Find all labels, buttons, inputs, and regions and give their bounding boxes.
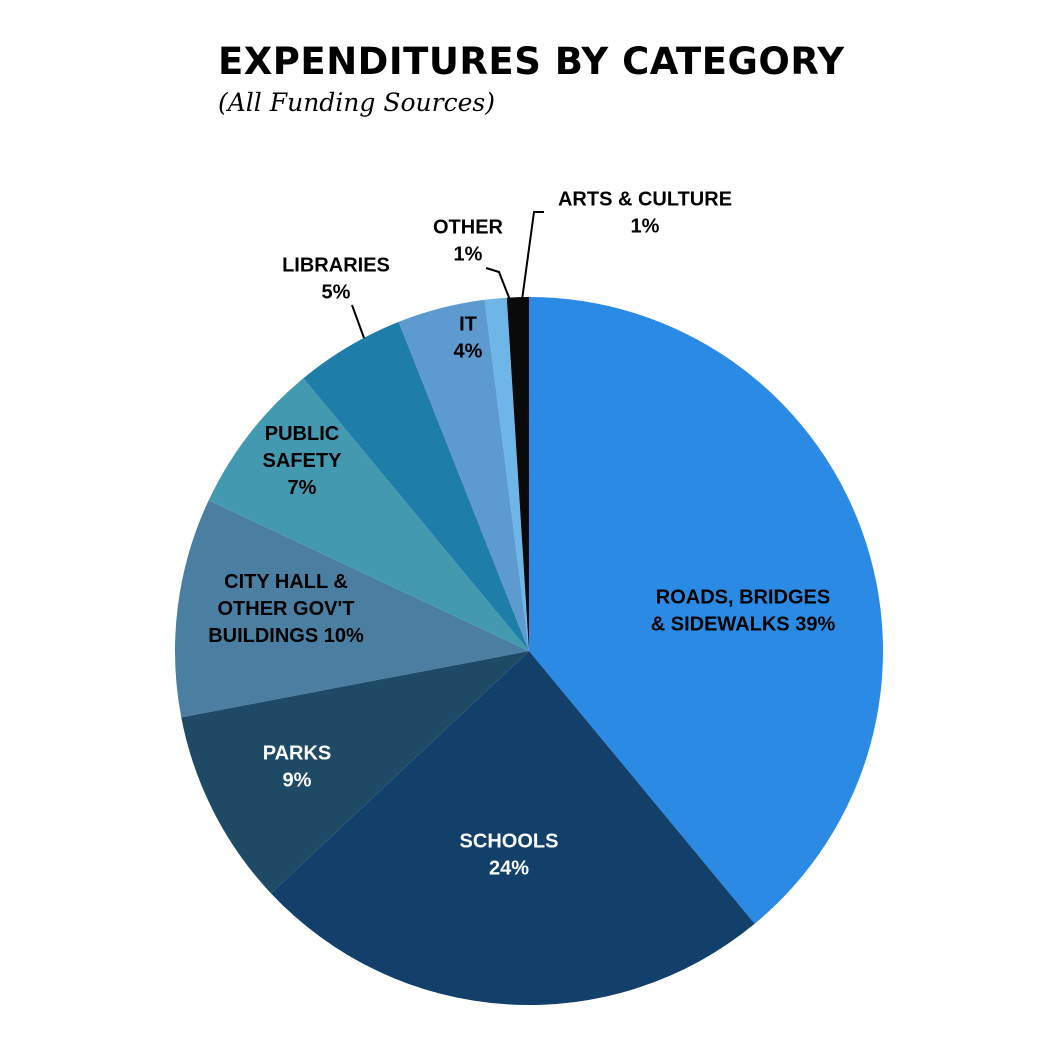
slice-label: PUBLIC SAFETY 7% [263, 423, 343, 499]
slice-label-line: PUBLIC [265, 423, 339, 445]
slice-label: ARTS & CULTURE 1% [558, 189, 732, 238]
slice-label-line: 24% [489, 858, 529, 880]
slice-label-line: BUILDINGS 10% [208, 625, 364, 647]
slice-label-line: LIBRARIES [282, 255, 390, 277]
slice-label: IT 4% [454, 314, 483, 363]
pie-slice [484, 297, 529, 651]
slice-label-line: PARKS [263, 743, 332, 765]
slice-label-line: OTHER GOV'T [218, 598, 355, 620]
slice-label-line: SAFETY [263, 450, 343, 472]
slice-label-line: ROADS, BRIDGES [656, 587, 830, 609]
slice-label: LIBRARIES 5% [282, 255, 390, 304]
slice-label-line: 7% [288, 477, 317, 499]
pie-slices [174, 297, 883, 1005]
pie-slice [181, 651, 529, 894]
pie-slice [529, 297, 883, 924]
slice-label-line: OTHER [433, 217, 504, 239]
slice-label: OTHER 1% [433, 217, 504, 266]
pie-slice [270, 651, 755, 1005]
chart-subtitle: (All Funding Sources) [218, 88, 495, 117]
slice-label-line: SCHOOLS [460, 831, 559, 853]
pie-slice [208, 378, 529, 651]
slice-label-line: & SIDEWALKS 39% [651, 614, 836, 636]
pie-slice [303, 321, 529, 651]
slice-label: ROADS, BRIDGES & SIDEWALKS 39% [651, 587, 836, 636]
slice-label-line: 5% [322, 282, 351, 304]
slice-label-line: 1% [454, 244, 483, 266]
leader-line [351, 304, 365, 339]
leader-line [485, 267, 511, 301]
slice-label-line: 1% [631, 216, 660, 238]
leader-line [521, 211, 544, 301]
slice-label: SCHOOLS 24% [460, 831, 559, 880]
chart-title: EXPENDITURES BY CATEGORY [218, 40, 845, 83]
pie-slice [506, 297, 529, 651]
slice-label: CITY HALL & OTHER GOV'T BUILDINGS 10% [208, 571, 364, 647]
pie-slice [174, 500, 529, 718]
slice-labels: ROADS, BRIDGES & SIDEWALKS 39% SCHOOLS 24% P… [208, 189, 835, 880]
slice-label-line: ARTS & CULTURE [558, 189, 732, 211]
slice-label: PARKS 9% [263, 743, 332, 792]
slice-label-line: 4% [454, 341, 483, 363]
leader-lines [351, 211, 544, 339]
slice-label-line: CITY HALL & [224, 571, 348, 593]
pie-slice [398, 299, 529, 651]
slice-label-line: 9% [283, 770, 312, 792]
slice-label-line: IT [459, 314, 477, 336]
